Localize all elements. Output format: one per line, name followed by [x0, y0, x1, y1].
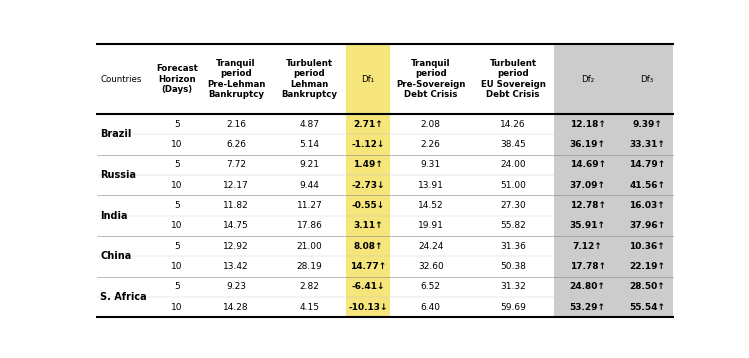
Text: 6.52: 6.52 [421, 282, 441, 291]
Text: 9.39↑: 9.39↑ [632, 120, 662, 129]
Text: 17.86: 17.86 [297, 221, 322, 230]
Text: 10: 10 [171, 262, 183, 271]
Text: 7.12↑: 7.12↑ [573, 242, 602, 251]
Text: -10.13↓: -10.13↓ [348, 303, 388, 311]
Text: 6.26: 6.26 [226, 140, 246, 149]
Text: 13.42: 13.42 [223, 262, 249, 271]
Text: -0.55↓: -0.55↓ [351, 201, 384, 210]
Text: Df₁: Df₁ [361, 74, 374, 84]
Text: 33.31↑: 33.31↑ [629, 140, 665, 149]
Text: 16.03↑: 16.03↑ [629, 201, 665, 210]
Text: 55.54↑: 55.54↑ [629, 303, 665, 311]
Text: Tranquil
period
Pre-Sovereign
Debt Crisis: Tranquil period Pre-Sovereign Debt Crisi… [396, 59, 465, 99]
Text: 5: 5 [174, 201, 180, 210]
Text: 10: 10 [171, 180, 183, 190]
Text: 9.21: 9.21 [300, 160, 319, 169]
Text: -1.12↓: -1.12↓ [351, 140, 385, 149]
Text: 12.17: 12.17 [223, 180, 249, 190]
Text: 22.19↑: 22.19↑ [629, 262, 665, 271]
Text: China: China [100, 251, 131, 261]
Text: 37.09↑: 37.09↑ [570, 180, 606, 190]
Text: S. Africa: S. Africa [100, 292, 147, 302]
Text: 28.19: 28.19 [297, 262, 322, 271]
Text: 8.08↑: 8.08↑ [354, 242, 383, 251]
Text: 1.49↑: 1.49↑ [353, 160, 383, 169]
Text: 2.26: 2.26 [421, 140, 440, 149]
Text: 53.29↑: 53.29↑ [570, 303, 606, 311]
Text: 7.72: 7.72 [226, 160, 246, 169]
Text: 5: 5 [174, 120, 180, 129]
Text: 5: 5 [174, 160, 180, 169]
Text: 5: 5 [174, 282, 180, 291]
Text: 2.08: 2.08 [421, 120, 441, 129]
Text: 14.69↑: 14.69↑ [569, 160, 606, 169]
Text: 32.60: 32.60 [418, 262, 443, 271]
Text: 6.40: 6.40 [421, 303, 441, 311]
Text: Df₃: Df₃ [640, 74, 654, 84]
Text: 2.71↑: 2.71↑ [353, 120, 383, 129]
Text: 3.11↑: 3.11↑ [353, 221, 383, 230]
Text: 14.28: 14.28 [223, 303, 249, 311]
Text: 4.87: 4.87 [300, 120, 319, 129]
Text: 14.77↑: 14.77↑ [350, 262, 386, 271]
Text: 24.80↑: 24.80↑ [570, 282, 606, 291]
Text: 55.82: 55.82 [500, 221, 526, 230]
Text: 51.00: 51.00 [500, 180, 526, 190]
Text: 41.56↑: 41.56↑ [629, 180, 665, 190]
Text: 9.44: 9.44 [300, 180, 319, 190]
Text: India: India [100, 211, 127, 221]
Text: 27.30: 27.30 [500, 201, 526, 210]
Text: 12.78↑: 12.78↑ [570, 201, 606, 210]
Text: 10.36↑: 10.36↑ [629, 242, 665, 251]
Text: Tranquil
period
Pre-Lehman
Bankruptcy: Tranquil period Pre-Lehman Bankruptcy [207, 59, 265, 99]
Text: 9.31: 9.31 [421, 160, 441, 169]
Text: 11.27: 11.27 [297, 201, 322, 210]
Text: 9.23: 9.23 [226, 282, 246, 291]
Text: 14.52: 14.52 [418, 201, 443, 210]
Text: Countries: Countries [100, 74, 142, 84]
Text: 4.15: 4.15 [300, 303, 319, 311]
Text: -2.73↓: -2.73↓ [351, 180, 385, 190]
Text: 28.50↑: 28.50↑ [629, 282, 665, 291]
Text: 24.00: 24.00 [500, 160, 526, 169]
Text: 10: 10 [171, 140, 183, 149]
Text: Turbulent
period
EU Sovereign
Debt Crisis: Turbulent period EU Sovereign Debt Crisi… [481, 59, 545, 99]
Text: -6.41↓: -6.41↓ [351, 282, 385, 291]
Text: 12.18↑: 12.18↑ [570, 120, 606, 129]
Text: 24.24: 24.24 [418, 242, 443, 251]
Text: 14.26: 14.26 [500, 120, 526, 129]
Text: 21.00: 21.00 [297, 242, 322, 251]
Text: Russia: Russia [100, 170, 136, 180]
Text: Turbulent
period
Lehman
Bankruptcy: Turbulent period Lehman Bankruptcy [282, 59, 337, 99]
Text: 59.69: 59.69 [500, 303, 526, 311]
Text: 2.16: 2.16 [226, 120, 246, 129]
Text: Df₂: Df₂ [581, 74, 594, 84]
Text: 5: 5 [174, 242, 180, 251]
Text: 19.91: 19.91 [418, 221, 443, 230]
Text: 14.79↑: 14.79↑ [629, 160, 665, 169]
Text: 50.38: 50.38 [500, 262, 526, 271]
Text: 12.92: 12.92 [223, 242, 249, 251]
Text: 38.45: 38.45 [500, 140, 526, 149]
Text: 31.36: 31.36 [500, 242, 526, 251]
Text: 37.96↑: 37.96↑ [629, 221, 665, 230]
Text: 5.14: 5.14 [300, 140, 319, 149]
Text: 36.19↑: 36.19↑ [570, 140, 606, 149]
Text: 11.82: 11.82 [223, 201, 249, 210]
Text: 14.75: 14.75 [223, 221, 249, 230]
Text: 31.32: 31.32 [500, 282, 526, 291]
Text: 13.91: 13.91 [418, 180, 443, 190]
Text: 2.82: 2.82 [300, 282, 319, 291]
Text: Brazil: Brazil [100, 129, 131, 139]
Text: 17.78↑: 17.78↑ [569, 262, 606, 271]
Bar [346, 44, 389, 317]
Text: 10: 10 [171, 303, 183, 311]
Text: 35.91↑: 35.91↑ [570, 221, 606, 230]
Bar [554, 44, 673, 317]
Text: 10: 10 [171, 221, 183, 230]
Text: Forecast
Horizon
(Days): Forecast Horizon (Days) [156, 64, 198, 94]
